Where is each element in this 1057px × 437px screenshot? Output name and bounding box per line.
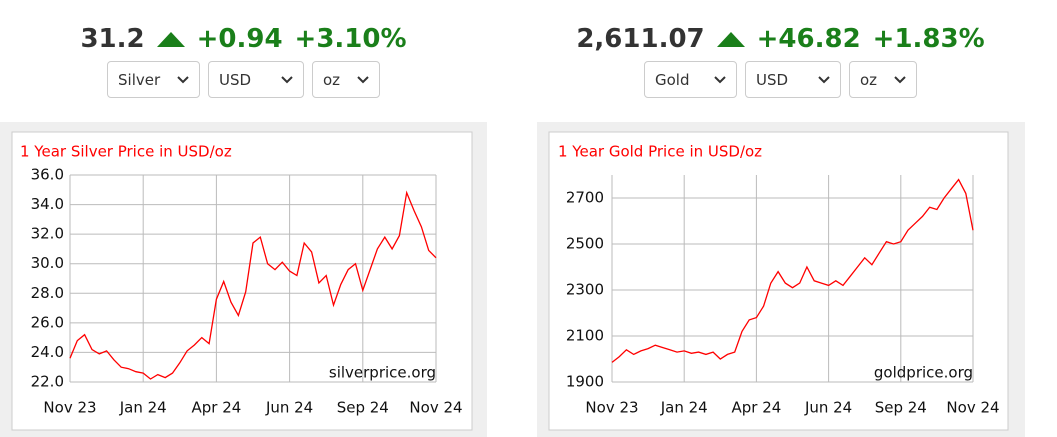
x-tick-label: Nov 24	[946, 399, 999, 417]
dropdown-value: oz	[860, 70, 878, 89]
y-tick-label: 36.0	[31, 166, 64, 184]
x-tick-label: Jan 24	[660, 399, 708, 417]
price: 31.2	[80, 24, 145, 54]
chevron-shape	[177, 75, 189, 83]
x-tick-label: Jun 24	[804, 399, 852, 417]
y-tick-label: 2700	[566, 189, 604, 207]
dropdown-value: USD	[756, 70, 789, 89]
chevron	[714, 75, 726, 83]
chart-title: 1 Year Silver Price in USD/oz	[20, 143, 232, 161]
x-tick-label: Apr 24	[191, 399, 241, 417]
x-tick-label: Sep 24	[875, 399, 927, 417]
x-tick-label: Jun 24	[265, 399, 313, 417]
price-line	[69, 190, 437, 380]
dropdown[interactable]: oz	[849, 61, 917, 98]
selects: Gold USD oz	[537, 61, 1024, 98]
x-tick-label: Nov 24	[409, 399, 462, 417]
y-tick-label: 2100	[566, 327, 604, 345]
ticker-panel: 2,611.07 +46.82 +1.83% Gold USD oz	[537, 0, 1024, 98]
change-percent: +1.83%	[872, 24, 985, 54]
x-tick-label: Apr 24	[731, 399, 781, 417]
chevron	[818, 75, 830, 83]
up-arrow	[156, 32, 185, 47]
dropdown[interactable]: Gold	[644, 61, 737, 98]
y-tick-label: 34.0	[31, 195, 64, 213]
y-tick-label: 2500	[566, 235, 604, 253]
selects: Silver USD oz	[0, 61, 487, 98]
chevron	[177, 75, 189, 83]
y-tick-label: 26.0	[31, 313, 64, 331]
y-tick-label: 30.0	[31, 254, 64, 272]
x-tick-label: Nov 23	[585, 399, 638, 417]
y-tick-label: 32.0	[31, 225, 64, 243]
y-tick-label: 24.0	[31, 343, 64, 361]
up-arrow	[716, 32, 745, 47]
watermark: goldprice.org	[874, 364, 973, 382]
change: +0.94	[196, 24, 283, 54]
dropdown-value: USD	[219, 70, 252, 89]
chart-box	[548, 131, 1009, 431]
y-tick-label: 2300	[566, 281, 604, 299]
watermark: silverprice.org	[329, 364, 436, 382]
price-line	[611, 178, 974, 363]
up-arrow-shape	[716, 32, 745, 47]
chevron-shape	[357, 75, 369, 83]
chevron	[281, 75, 293, 83]
dropdown-value: Gold	[655, 70, 690, 89]
quote: 31.2 +0.94 +3.10%	[0, 19, 487, 59]
ticker-panel: 31.2 +0.94 +3.10% Silver USD oz	[0, 0, 487, 98]
y-tick-label: 1900	[566, 373, 604, 391]
dropdown[interactable]: USD	[208, 61, 304, 98]
chevron-shape	[714, 75, 726, 83]
chevron-shape	[818, 75, 830, 83]
chart-box	[11, 131, 473, 431]
dropdown[interactable]: USD	[745, 61, 841, 98]
change-percent: +3.10%	[294, 24, 407, 54]
change: +46.82	[756, 24, 861, 54]
y-tick-label: 28.0	[31, 284, 64, 302]
chevron	[357, 75, 369, 83]
x-tick-label: Nov 23	[43, 399, 96, 417]
chevron	[894, 75, 906, 83]
chart-title: 1 Year Gold Price in USD/oz	[558, 143, 762, 161]
quote: 2,611.07 +46.82 +1.83%	[537, 19, 1024, 59]
chevron-shape	[281, 75, 293, 83]
dropdown-value: oz	[323, 70, 341, 89]
dropdown[interactable]: Silver	[107, 61, 200, 98]
dropdown-value: Silver	[118, 70, 161, 89]
y-tick-label: 22.0	[31, 373, 64, 391]
price: 2,611.07	[576, 24, 705, 54]
x-tick-label: Jan 24	[119, 399, 167, 417]
chevron-shape	[894, 75, 906, 83]
x-tick-label: Sep 24	[337, 399, 389, 417]
dropdown[interactable]: oz	[312, 61, 380, 98]
up-arrow-shape	[156, 32, 185, 47]
